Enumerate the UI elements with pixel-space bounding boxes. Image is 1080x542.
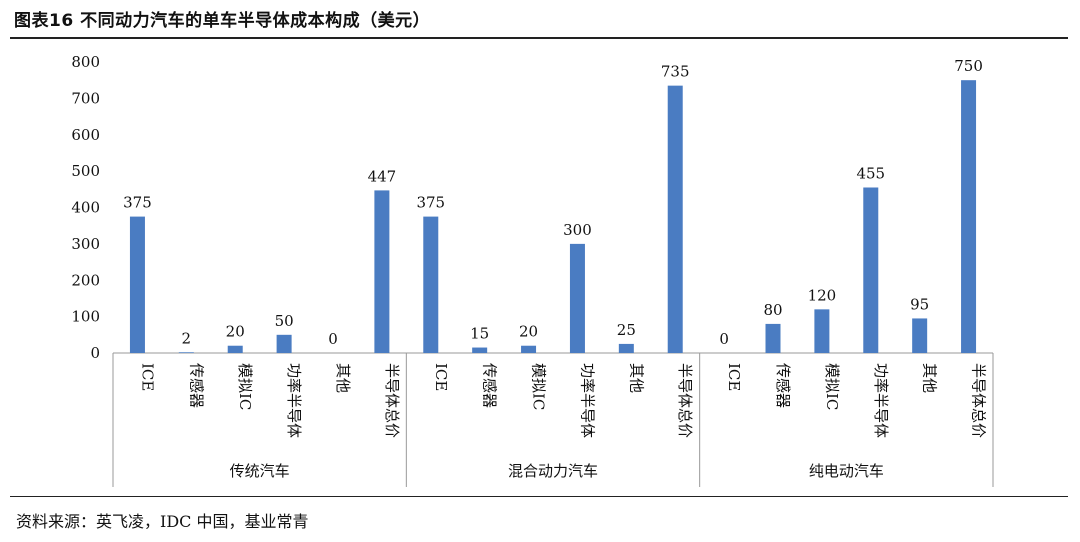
bar bbox=[863, 187, 879, 353]
data-label: 375 bbox=[123, 194, 152, 212]
title-rule bbox=[10, 37, 1068, 39]
bar bbox=[374, 190, 390, 353]
bar bbox=[569, 243, 585, 353]
data-label: 455 bbox=[856, 164, 885, 182]
y-tick-label: 100 bbox=[71, 308, 100, 326]
category-label: 功率半导体 bbox=[578, 363, 596, 438]
y-tick-label: 500 bbox=[71, 162, 100, 180]
category-label: 模拟IC bbox=[236, 363, 254, 410]
category-label: 模拟IC bbox=[530, 363, 548, 410]
group-label: 传统汽车 bbox=[230, 462, 290, 480]
category-label: 传感器 bbox=[774, 363, 792, 408]
category-label: 其他 bbox=[627, 363, 645, 393]
bar bbox=[276, 334, 292, 353]
data-label: 300 bbox=[563, 221, 592, 239]
data-label: 20 bbox=[226, 323, 245, 341]
footer-rule bbox=[10, 496, 1068, 497]
category-label: 功率半导体 bbox=[285, 363, 303, 438]
data-label: 120 bbox=[808, 286, 837, 304]
bar-chart: 0100200300400500600700800375ICE2传感器20模拟I… bbox=[71, 53, 994, 487]
bar bbox=[618, 343, 634, 353]
bar bbox=[765, 323, 781, 353]
y-tick-label: 800 bbox=[71, 53, 100, 71]
bar bbox=[178, 352, 194, 353]
category-label: 半导体总价 bbox=[383, 363, 401, 438]
data-label: 25 bbox=[617, 321, 636, 339]
bar bbox=[472, 347, 488, 353]
bar bbox=[227, 345, 243, 353]
category-label: 传感器 bbox=[481, 363, 499, 408]
bar bbox=[961, 80, 977, 353]
bar bbox=[423, 216, 439, 353]
category-label: 其他 bbox=[334, 363, 352, 393]
category-label: 传感器 bbox=[187, 363, 205, 408]
data-label: 80 bbox=[763, 301, 782, 319]
category-label: 其他 bbox=[921, 363, 939, 393]
category-label: 半导体总价 bbox=[970, 363, 988, 438]
y-tick-label: 300 bbox=[71, 235, 100, 253]
bar bbox=[667, 85, 683, 354]
data-label: 375 bbox=[416, 194, 445, 212]
source-note: 资料来源：英飞凌，IDC 中国，基业常青 bbox=[16, 512, 309, 531]
category-label: 半导体总价 bbox=[676, 363, 694, 438]
data-label: 735 bbox=[661, 63, 690, 81]
y-tick-label: 0 bbox=[90, 344, 100, 362]
y-tick-label: 600 bbox=[71, 126, 100, 144]
bar bbox=[521, 345, 537, 353]
category-label: ICE bbox=[725, 363, 743, 391]
data-label: 447 bbox=[368, 167, 397, 185]
y-tick-label: 700 bbox=[71, 89, 100, 107]
bar bbox=[129, 216, 145, 353]
category-label: 模拟IC bbox=[823, 363, 841, 410]
data-label: 95 bbox=[910, 295, 929, 313]
data-label: 15 bbox=[470, 325, 489, 343]
category-label: 功率半导体 bbox=[872, 363, 890, 438]
data-label: 0 bbox=[328, 330, 338, 348]
data-label: 0 bbox=[719, 330, 729, 348]
bar bbox=[912, 318, 928, 353]
data-label: 2 bbox=[182, 329, 192, 347]
group-label: 混合动力汽车 bbox=[508, 462, 598, 480]
group-label: 纯电动汽车 bbox=[809, 462, 884, 480]
category-label: ICE bbox=[138, 363, 156, 391]
data-label: 750 bbox=[954, 57, 983, 75]
data-label: 50 bbox=[275, 312, 294, 330]
data-label: 20 bbox=[519, 323, 538, 341]
chart-title: 图表16 不同动力汽车的单车半导体成本构成（美元） bbox=[14, 11, 431, 31]
y-tick-label: 400 bbox=[71, 199, 100, 217]
bar bbox=[814, 309, 830, 353]
category-label: ICE bbox=[432, 363, 450, 391]
y-tick-label: 200 bbox=[71, 271, 100, 289]
